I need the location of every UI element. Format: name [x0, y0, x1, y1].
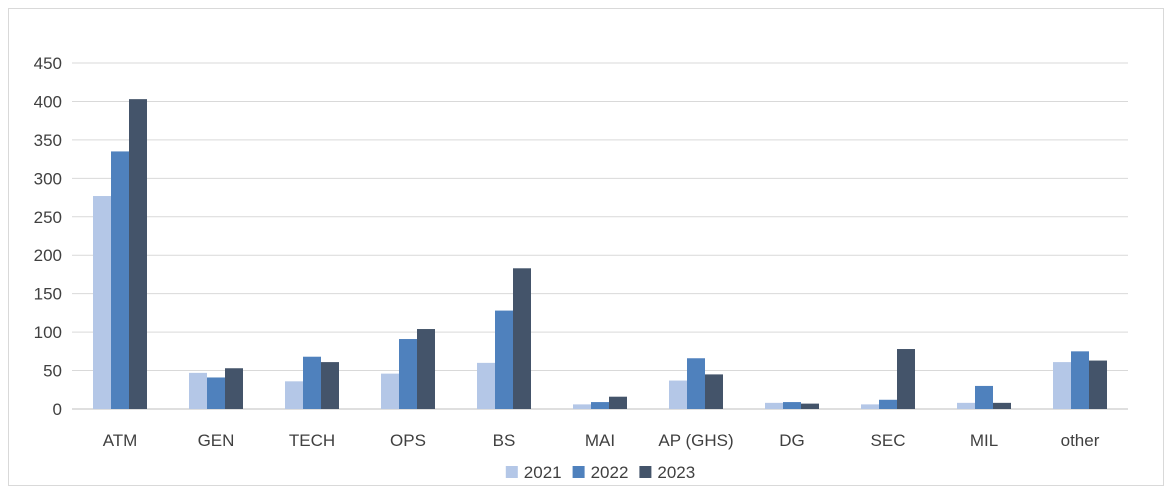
bar-2023: [801, 403, 819, 409]
x-tick-label: other: [1061, 431, 1100, 450]
x-tick-label: AP (GHS): [658, 431, 733, 450]
bar-2023: [705, 374, 723, 409]
legend-swatch-2023: [639, 466, 652, 478]
bar-2023: [225, 368, 243, 409]
bar-2022: [207, 377, 225, 409]
bar-2023: [1089, 360, 1107, 409]
bar-2021: [1053, 362, 1071, 409]
bar-2023: [321, 362, 339, 409]
bar-2021: [93, 196, 111, 409]
y-tick-label: 150: [34, 285, 62, 304]
bar-2022: [495, 310, 513, 409]
bar-2021: [669, 380, 687, 409]
x-tick-label: MAI: [585, 431, 615, 450]
bar-2022: [111, 151, 129, 409]
bar-2021: [477, 362, 495, 409]
y-tick-label: 100: [34, 323, 62, 342]
bar-2021: [765, 402, 783, 409]
bar-2023: [993, 402, 1011, 409]
bar-2022: [399, 339, 417, 409]
legend-label: 2021: [524, 463, 562, 482]
x-tick-label: DG: [779, 431, 805, 450]
bar-2023: [417, 329, 435, 409]
x-tick-label: MIL: [970, 431, 998, 450]
y-tick-label: 200: [34, 246, 62, 265]
x-tick-label: TECH: [289, 431, 335, 450]
bar-2023: [513, 268, 531, 409]
bar-2022: [591, 402, 609, 409]
bar-2023: [609, 396, 627, 409]
bar-2021: [381, 373, 399, 409]
x-tick-label: SEC: [871, 431, 906, 450]
x-tick-label: BS: [493, 431, 516, 450]
y-tick-label: 0: [53, 400, 62, 419]
bar-2023: [897, 349, 915, 409]
x-tick-label: GEN: [198, 431, 235, 450]
bar-2021: [957, 402, 975, 409]
bar-2022: [1071, 351, 1089, 409]
bar-2023: [129, 99, 147, 409]
bar-2022: [687, 358, 705, 409]
bar-2022: [975, 385, 993, 409]
legend-swatch-2021: [505, 466, 518, 478]
legend-label: 2022: [591, 463, 629, 482]
bar-2022: [783, 402, 801, 409]
y-tick-label: 400: [34, 92, 62, 111]
bar-2021: [861, 404, 879, 409]
bar-2021: [573, 404, 591, 409]
y-tick-label: 300: [34, 169, 62, 188]
bar-2021: [189, 372, 207, 409]
legend-label: 2023: [657, 463, 695, 482]
x-tick-label: OPS: [390, 431, 426, 450]
y-tick-label: 450: [34, 54, 62, 73]
x-tick-label: ATM: [103, 431, 138, 450]
legend-swatch-2022: [572, 466, 585, 478]
bar-2021: [285, 381, 303, 409]
y-tick-label: 250: [34, 208, 62, 227]
y-tick-label: 50: [43, 362, 62, 381]
bar-2022: [303, 356, 321, 409]
bar-2022: [879, 399, 897, 409]
y-tick-label: 350: [34, 131, 62, 150]
